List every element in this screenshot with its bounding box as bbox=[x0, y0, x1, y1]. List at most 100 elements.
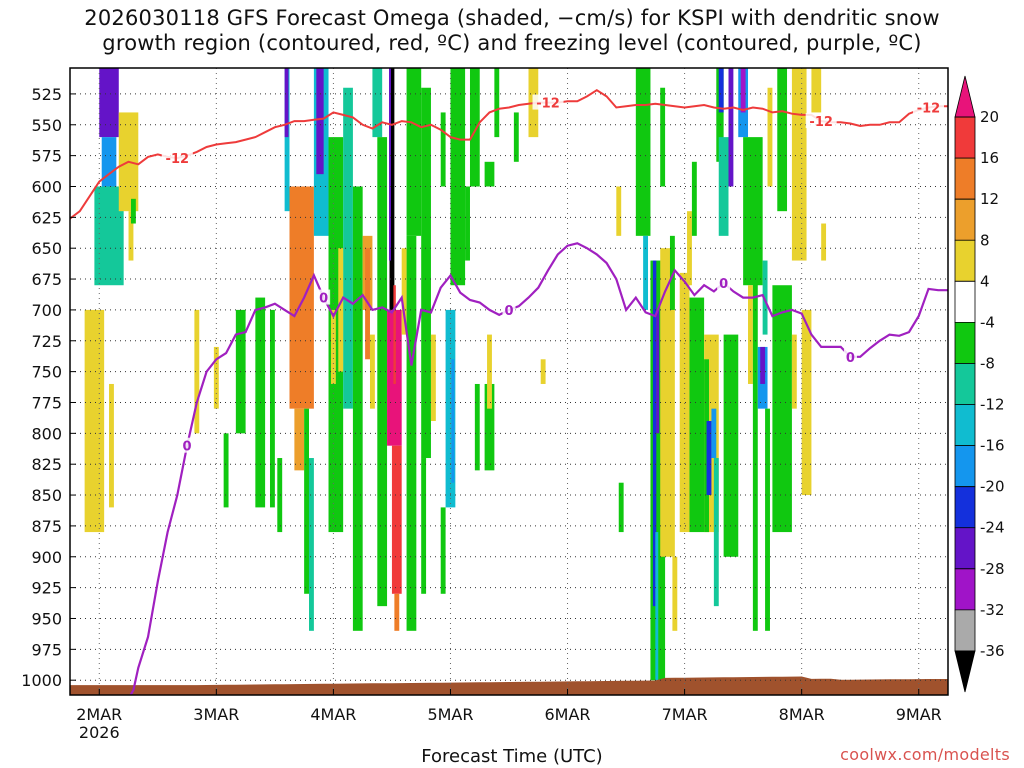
y-tick-label: 800 bbox=[31, 424, 62, 443]
colorbar-label: -4 bbox=[980, 313, 995, 331]
x-tick-sublabel: 2026 bbox=[79, 723, 120, 742]
omega-cell bbox=[791, 68, 807, 261]
omega-cell bbox=[99, 68, 119, 138]
omega-cell bbox=[689, 297, 705, 533]
freezing-contour-label: 0 bbox=[846, 351, 855, 366]
omega-cell bbox=[691, 161, 697, 236]
omega-cell bbox=[484, 161, 495, 187]
omega-cell bbox=[330, 309, 336, 384]
omega-cell bbox=[421, 458, 427, 594]
omega-cell bbox=[401, 248, 407, 335]
omega-cell bbox=[394, 593, 400, 631]
omega-cell bbox=[440, 507, 446, 594]
x-tick-label: 2MAR bbox=[76, 705, 122, 724]
colorbar-label: 20 bbox=[980, 108, 999, 126]
freezing-contour-label: 0 bbox=[719, 277, 728, 292]
colorbar-label: -24 bbox=[980, 519, 1005, 537]
colorbar-label: -12 bbox=[980, 396, 1005, 414]
omega-cell bbox=[618, 482, 624, 533]
omega-cell bbox=[284, 68, 290, 212]
y-tick-label: 925 bbox=[31, 579, 62, 598]
omega-cell bbox=[752, 260, 758, 631]
y-tick-label: 675 bbox=[31, 270, 62, 289]
omega-cell bbox=[465, 186, 470, 261]
omega-cell bbox=[289, 186, 314, 409]
omega-cell bbox=[711, 408, 717, 459]
omega-cell bbox=[728, 68, 734, 187]
omega-cell bbox=[762, 260, 768, 335]
omega-cell bbox=[194, 309, 200, 434]
omega-cell bbox=[130, 198, 136, 224]
freezing-contour-label-bg bbox=[317, 289, 331, 305]
freezing-contour-label-bg bbox=[502, 301, 516, 317]
omega-cell bbox=[421, 87, 431, 459]
x-tick-label: 9MAR bbox=[896, 705, 942, 724]
x-tick-label: 4MAR bbox=[310, 705, 356, 724]
chart-title: 2026030118 GFS Forecast Omega (shaded, −… bbox=[0, 6, 1024, 56]
y-tick-label: 775 bbox=[31, 393, 62, 412]
omega-cell bbox=[635, 68, 651, 236]
colorbar-label: 16 bbox=[980, 149, 999, 167]
omega-cell bbox=[740, 68, 746, 113]
omega-cell bbox=[474, 383, 480, 471]
omega-cell bbox=[669, 235, 675, 310]
x-tick-label: 8MAR bbox=[779, 705, 825, 724]
dgz-contour-label: -12 bbox=[536, 97, 560, 112]
contour-layer: -12 -12 -12 -12 0 0 0 0 0 bbox=[70, 89, 948, 695]
omega-cell bbox=[801, 309, 812, 496]
colorbar-label: -32 bbox=[980, 601, 1005, 619]
colorbar-swatch bbox=[954, 445, 976, 488]
freezing-contour-label-bg bbox=[180, 437, 194, 453]
omega-cell bbox=[393, 285, 396, 384]
omega-cell bbox=[101, 137, 117, 187]
x-tick-label: 5MAR bbox=[427, 705, 473, 724]
dgz-contour-label-bg bbox=[532, 94, 564, 110]
colorbar-swatch bbox=[954, 157, 976, 200]
colorbar-label: 4 bbox=[980, 272, 990, 290]
omega-cell bbox=[369, 334, 375, 409]
y-tick-label: 850 bbox=[31, 486, 62, 505]
omega-cell bbox=[767, 87, 773, 187]
omega-cell bbox=[294, 408, 305, 471]
omega-cell bbox=[213, 346, 219, 409]
y-tick-label: 975 bbox=[31, 640, 62, 659]
y-tick-label: 525 bbox=[31, 85, 62, 104]
y-tick-label: 625 bbox=[31, 208, 62, 227]
omega-cell bbox=[377, 137, 388, 607]
omega-cell bbox=[748, 285, 753, 384]
omega-cell bbox=[430, 334, 436, 421]
omega-cell bbox=[716, 68, 724, 162]
omega-cell bbox=[679, 272, 690, 533]
omega-cell bbox=[540, 359, 546, 384]
omega-cell bbox=[706, 420, 712, 496]
omega-cell bbox=[484, 383, 495, 471]
colorbar-swatch bbox=[954, 609, 976, 652]
y-tick-label: 575 bbox=[31, 147, 62, 166]
omega-cell bbox=[760, 346, 766, 384]
omega-cell bbox=[513, 112, 519, 162]
omega-cell bbox=[269, 309, 275, 508]
omega-cell bbox=[372, 68, 383, 138]
omega-cell bbox=[718, 137, 729, 236]
y-tick-label: 750 bbox=[31, 363, 62, 382]
omega-cell bbox=[406, 68, 422, 236]
omega-cell bbox=[723, 334, 739, 557]
omega-cell bbox=[791, 334, 797, 409]
colorbar-swatch bbox=[954, 280, 976, 323]
omega-cell bbox=[652, 260, 657, 607]
omega-cell bbox=[655, 532, 659, 681]
colorbar-label: -36 bbox=[980, 642, 1005, 660]
omega-cell bbox=[772, 285, 792, 533]
dgz-contour-label: -12 bbox=[809, 115, 833, 130]
colorbar-swatch bbox=[954, 486, 976, 529]
freezing-contour-label-bg bbox=[843, 348, 857, 364]
omega-cell bbox=[777, 68, 788, 212]
dgz-contour-label: -12 bbox=[166, 152, 190, 167]
y-tick-label: 600 bbox=[31, 177, 62, 196]
dgz-contour-label-bg bbox=[912, 99, 944, 115]
y-tick-label: 900 bbox=[31, 548, 62, 567]
colorbar-swatch bbox=[954, 116, 976, 159]
omega-cell bbox=[84, 309, 105, 533]
